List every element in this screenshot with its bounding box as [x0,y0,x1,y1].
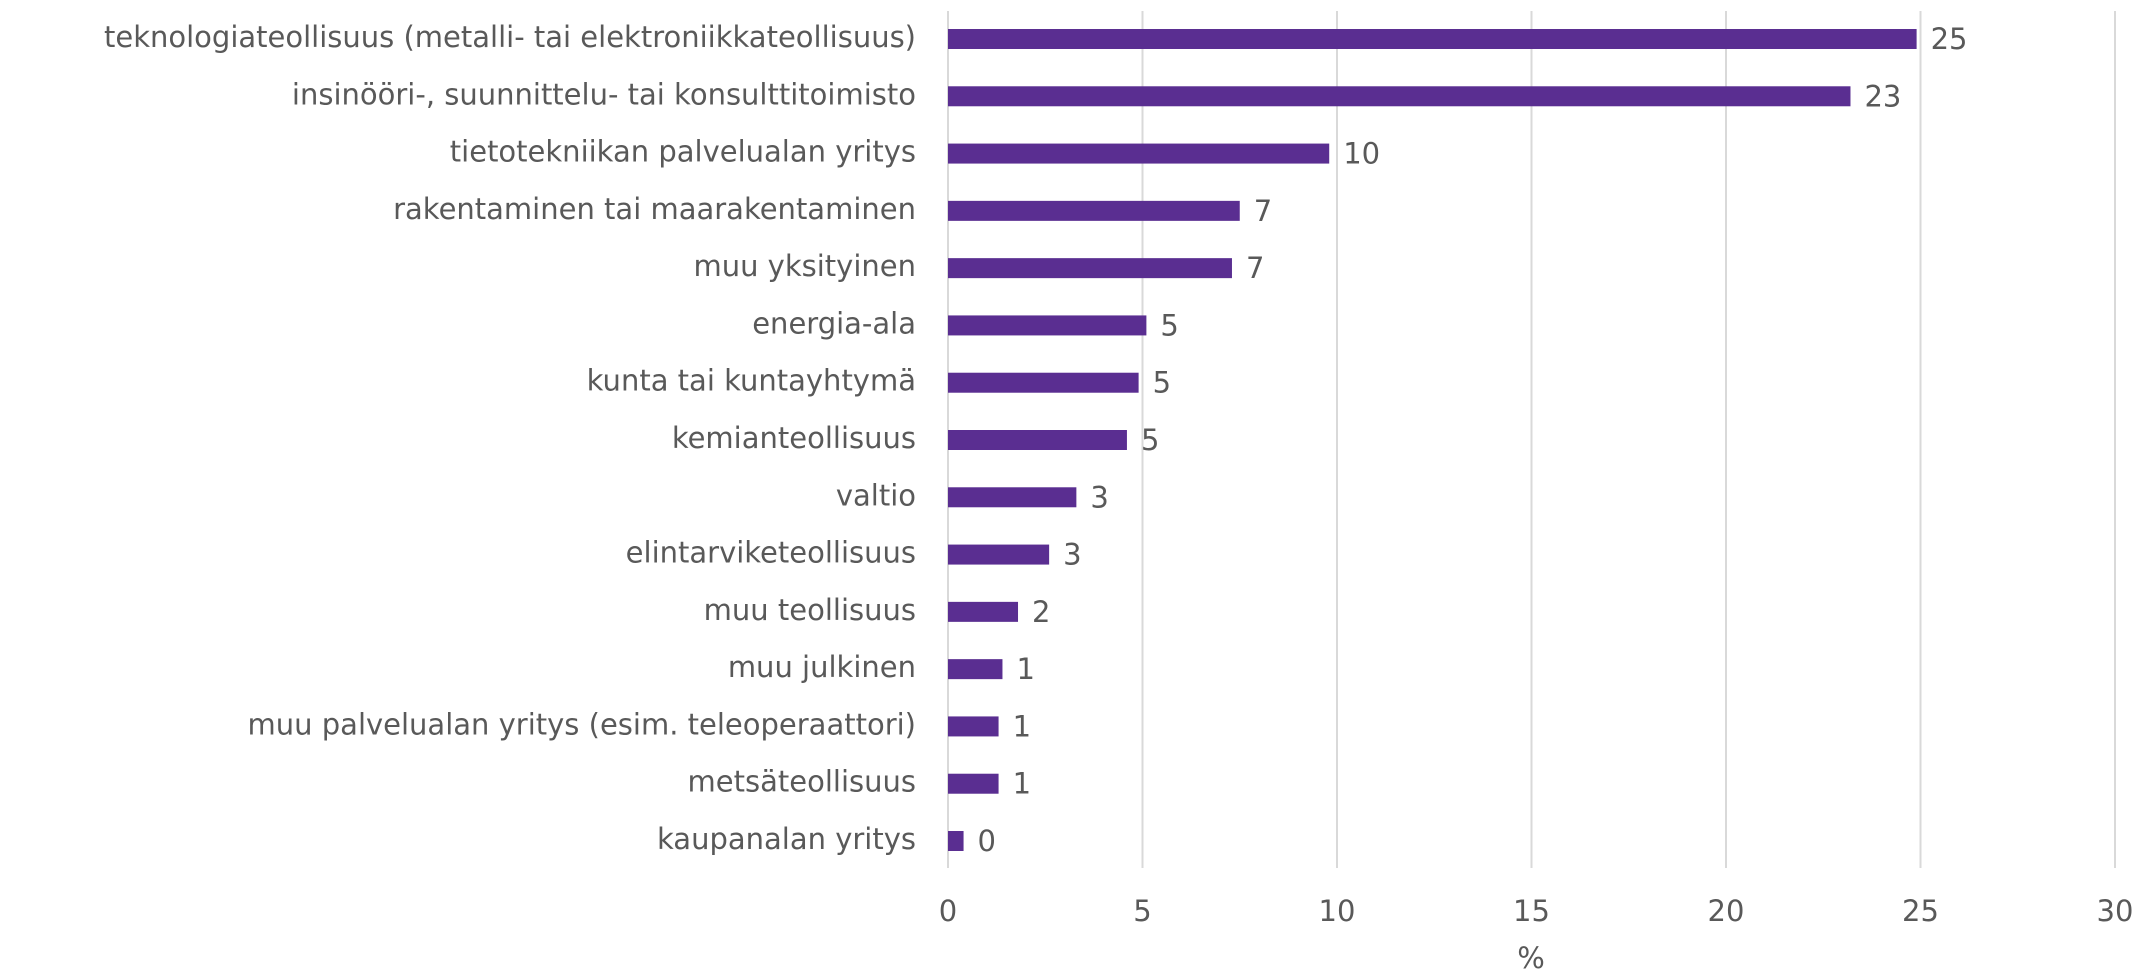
bar [948,372,1139,393]
x-tick-label: 5 [1133,894,1151,928]
y-tick-label: teknologiateollisuus (metalli- tai elekt… [104,20,916,54]
y-tick-label: kunta tai kuntayhtymä [587,364,916,398]
y-tick-label: kemianteollisuus [672,421,916,455]
data-label: 7 [1254,194,1272,228]
bar [948,29,1917,49]
bar [948,544,1050,565]
y-tick-label: insinööri-, suunnittelu- tai konsulttito… [292,77,916,111]
data-label: 5 [1160,308,1178,342]
bar [948,487,1077,508]
data-label: 3 [1090,480,1108,514]
data-label: 1 [1013,709,1031,743]
data-label: 25 [1931,22,1968,56]
bar [948,315,1147,336]
y-tick-label: rakentaminen tai maarakentaminen [393,192,916,226]
data-label: 3 [1063,538,1081,572]
bar [948,831,964,851]
bar [948,258,1232,279]
bar [948,773,999,794]
data-label: 2 [1032,595,1050,629]
data-label: 23 [1864,79,1901,113]
y-tick-label: metsäteollisuus [688,765,916,799]
x-tick-label: 0 [939,894,957,928]
y-tick-label: muu teollisuus [704,593,916,627]
y-tick-label: muu palvelualan yritys (esim. teleoperaa… [248,707,916,741]
x-axis-title: % [1517,941,1545,975]
y-tick-label: elintarviketeollisuus [626,536,916,570]
bar [948,659,1003,680]
x-tick-label: 25 [1902,894,1939,928]
bar [948,143,1330,164]
bar [948,601,1019,622]
x-tick-label: 30 [2097,894,2134,928]
data-label: 0 [978,824,996,858]
data-label: 7 [1246,251,1264,285]
data-label: 1 [1013,767,1031,801]
x-tick-label: 15 [1513,894,1550,928]
bar [948,200,1240,221]
data-label: 5 [1153,366,1171,400]
x-tick-label: 20 [1708,894,1745,928]
data-label: 1 [1016,652,1034,686]
x-tick-label: 10 [1319,894,1356,928]
data-label: 5 [1141,423,1159,457]
y-tick-label: kaupanalan yritys [657,822,916,856]
data-label: 10 [1343,137,1380,171]
bar [948,716,999,737]
y-tick-label: energia-ala [752,306,916,340]
y-tick-label: muu yksityinen [693,249,916,283]
y-tick-label: muu julkinen [728,650,916,684]
y-tick-label: valtio [836,478,916,512]
y-tick-label: tietotekniikan palvelualan yritys [450,135,916,169]
bar [948,86,1851,107]
bar [948,430,1127,450]
